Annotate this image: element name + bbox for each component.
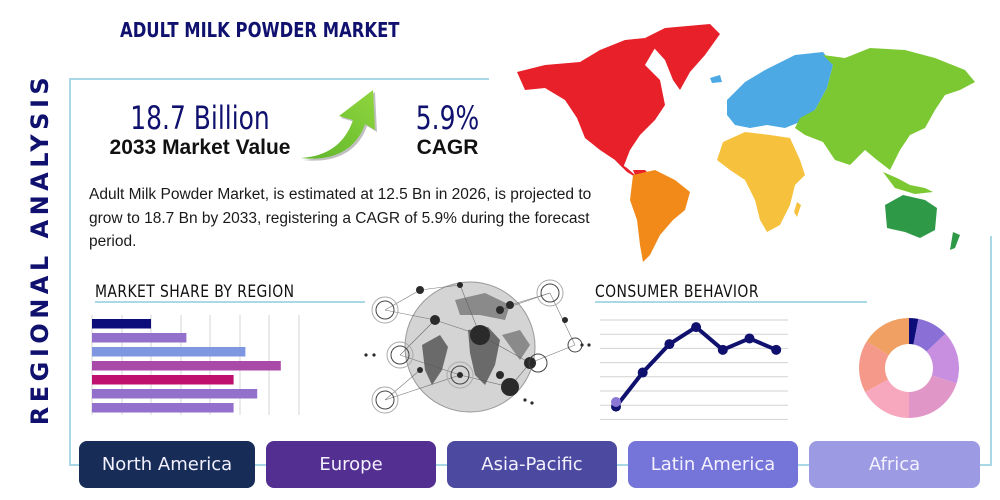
- market-value-kpi: 18.7 Billion 2033 Market Value: [95, 100, 305, 160]
- frame-top-line: [69, 78, 489, 80]
- map-europe: [727, 52, 833, 128]
- region-button-asia-pacific[interactable]: Asia-Pacific: [447, 441, 617, 488]
- line-start-highlight: [611, 397, 621, 407]
- bar: [92, 361, 281, 371]
- cagr-kpi: 5.9% CAGR: [400, 100, 495, 160]
- map-greenland: [645, 24, 720, 90]
- map-north-america: [517, 38, 665, 168]
- region-button-north-america[interactable]: North America: [79, 441, 255, 488]
- world-map: [517, 24, 975, 262]
- market-share-title: MARKET SHARE BY REGION: [95, 282, 295, 302]
- cagr-value: 5.9%: [415, 99, 480, 137]
- map-australia: [885, 195, 937, 238]
- donut-segment: [859, 341, 909, 393]
- line-points: [611, 322, 782, 412]
- bar: [92, 389, 258, 399]
- map-new-zealand: [950, 232, 960, 250]
- donut-chart: [859, 318, 959, 418]
- side-title: REGIONAL ANALYSIS: [22, 73, 58, 425]
- region-button-europe[interactable]: Europe: [266, 441, 436, 488]
- growth-arrow-icon: [301, 90, 377, 161]
- page-title: ADULT MILK POWDER MARKET: [120, 18, 400, 42]
- side-title-text: REGIONAL ANALYSIS: [26, 72, 54, 426]
- cagr-label: CAGR: [416, 136, 479, 159]
- bar-chart-bars: [92, 319, 281, 413]
- market-share-bar-chart: [91, 315, 300, 415]
- frame-right-line: [990, 236, 992, 466]
- map-asia: [795, 48, 975, 170]
- map-south-america: [630, 170, 690, 262]
- map-southeast-asia: [883, 172, 933, 194]
- consumer-behavior-title: CONSUMER BEHAVIOR: [595, 282, 759, 302]
- market-description: Adult Milk Powder Market, is estimated a…: [89, 186, 592, 250]
- market-value: 18.7 Billion: [130, 99, 270, 137]
- consumer-behavior-line-chart: [600, 319, 788, 420]
- region-button-latin-america[interactable]: Latin America: [628, 441, 798, 488]
- market-value-label: 2033 Market Value: [109, 136, 291, 159]
- bar: [92, 375, 234, 385]
- frame-left-line: [69, 78, 71, 465]
- bar: [92, 333, 187, 343]
- map-iceland: [710, 75, 722, 83]
- bar: [92, 403, 234, 413]
- consumer-behavior-underline: [595, 301, 867, 303]
- network-globe-illustration: [364, 279, 591, 414]
- line-chart-gridlines: [600, 319, 788, 420]
- map-madagascar: [794, 202, 801, 217]
- bar: [92, 347, 246, 357]
- market-share-underline: [95, 301, 365, 303]
- map-africa: [717, 132, 805, 232]
- bar: [92, 319, 151, 329]
- region-button-africa[interactable]: Africa: [809, 441, 980, 488]
